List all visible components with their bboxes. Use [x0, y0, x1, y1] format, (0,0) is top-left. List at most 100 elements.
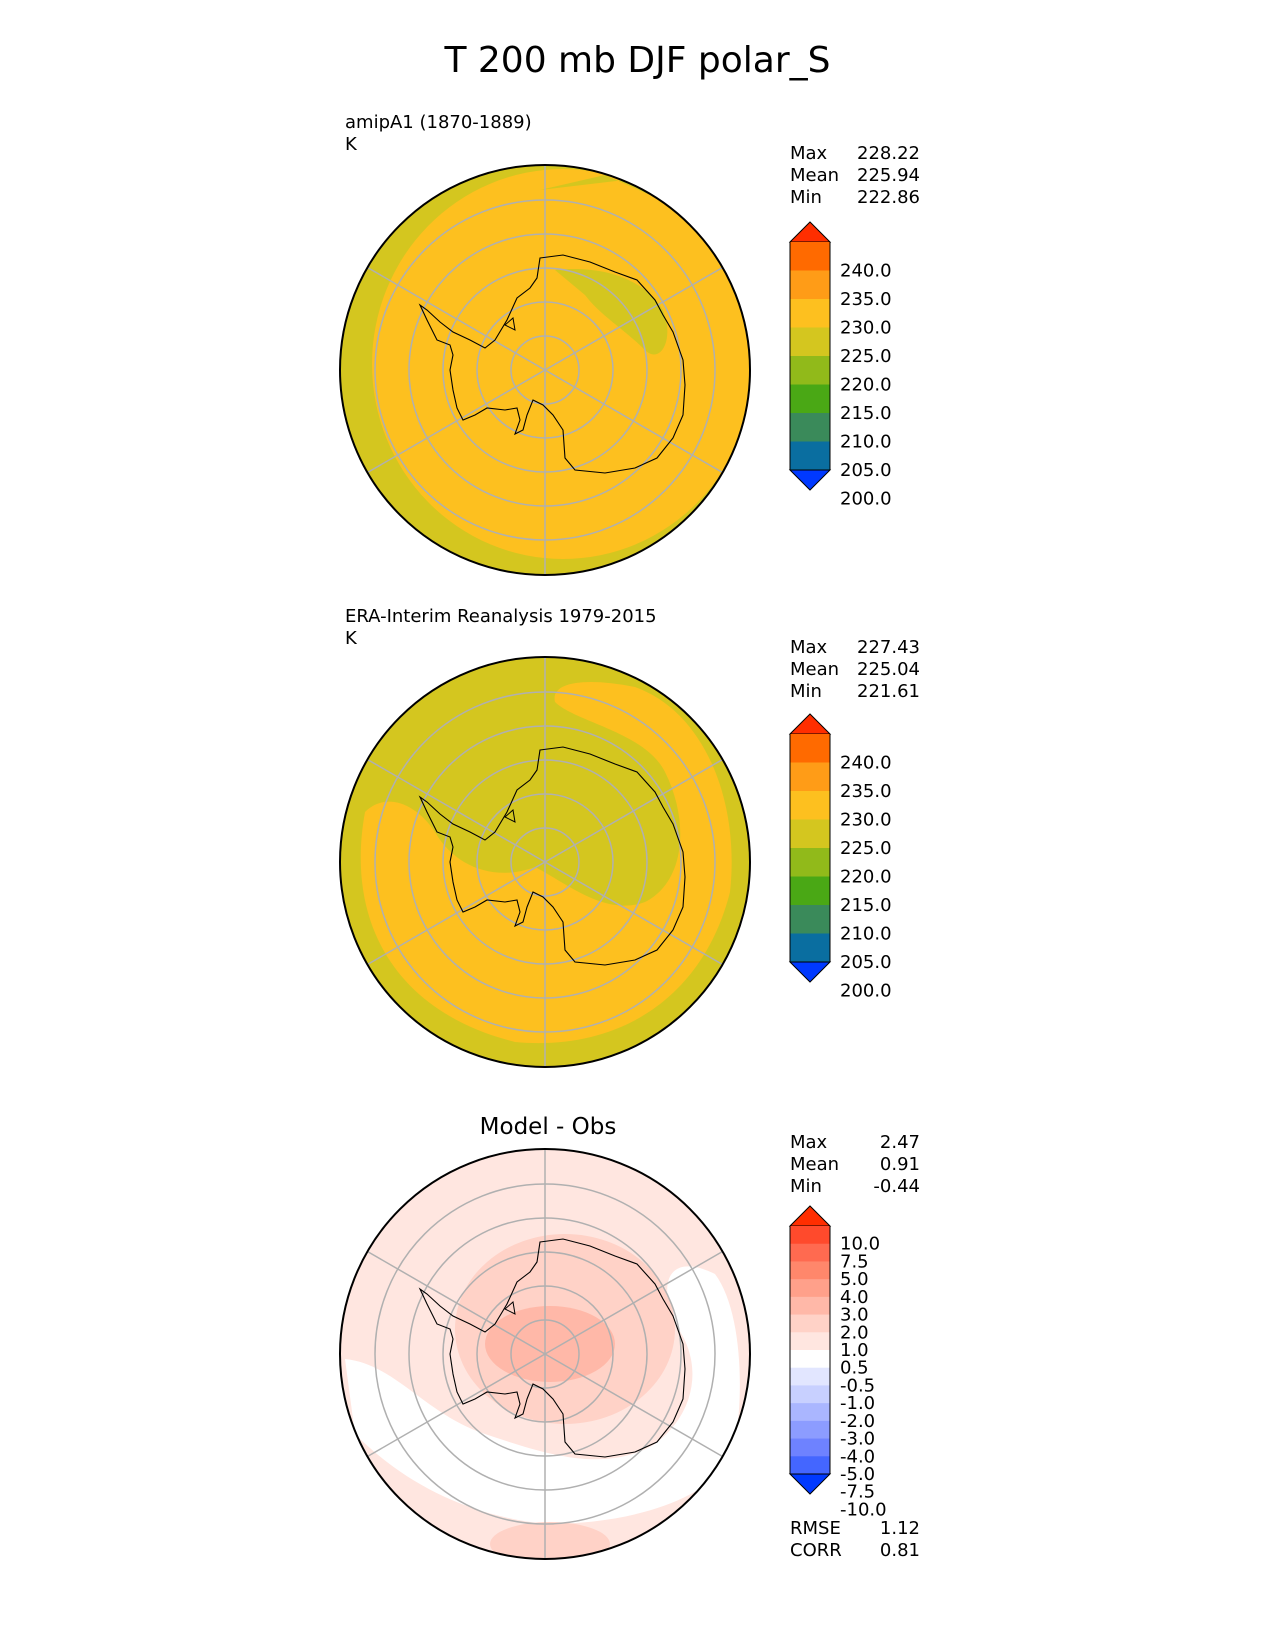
colorbar-max-extend	[788, 1205, 832, 1227]
stat-min-value: 221.61	[857, 681, 920, 702]
field-near-zero-band	[345, 1266, 740, 1524]
colorbar-max-extend	[788, 221, 832, 243]
colorbar-tick-label: 200.0	[840, 489, 892, 510]
stat-mean-label: Mean	[790, 165, 840, 186]
colorbar-tick-label: 10.0	[840, 1234, 880, 1255]
colorbar-tick-label: 210.0	[840, 924, 892, 945]
colorbar-tick-label: 225.0	[840, 346, 892, 367]
colorbar-tick-label: 230.0	[840, 318, 892, 339]
meridian-line	[367, 1353, 546, 1458]
colorbar-segment	[790, 791, 830, 820]
meridian-line	[544, 1250, 723, 1355]
colorbar-tick-label: 215.0	[840, 403, 892, 424]
colorbar-tick-label: -1.0	[840, 1393, 875, 1414]
stats-box: Max 228.22 Mean 225.94 Min 222.86	[790, 143, 920, 209]
colorbar: 10.07.55.04.03.02.01.00.5-0.5-1.0-2.0-3.…	[788, 1205, 887, 1520]
map-obs	[339, 656, 751, 1068]
field-pole-center	[485, 1306, 615, 1382]
colorbar-segment	[790, 1332, 830, 1351]
stats-box: Max 2.47 Mean 0.91 Min -0.44	[790, 1132, 920, 1198]
island-outline	[504, 1301, 516, 1315]
colorbar-tick-label: -0.5	[840, 1375, 875, 1396]
map-boundary	[339, 164, 751, 576]
colorbar-tick-label: -2.0	[840, 1411, 875, 1432]
colorbar-tick-label: 0.5	[840, 1358, 869, 1379]
stat-mean-value: 225.04	[857, 659, 920, 680]
island-outline	[504, 317, 516, 331]
antarctica-coastline	[418, 1238, 686, 1458]
colorbar-tick-label: 230.0	[840, 810, 892, 831]
colorbar-segment	[790, 1243, 830, 1262]
colorbar-tick-label: 2.0	[840, 1322, 869, 1343]
colorbar-tick-label: 240.0	[840, 753, 892, 774]
colorbar-tick-label: -4.0	[840, 1446, 875, 1467]
field-plateau-region	[555, 269, 668, 355]
colorbar: 240.0 235.0 230.0 225.0 220.0 215.0 210.0 205.0…	[788, 713, 892, 1002]
colorbar-tick-label: -7.5	[840, 1482, 875, 1503]
colorbar-segment	[790, 242, 830, 271]
colorbar-segment	[790, 1385, 830, 1404]
colorbar-tick-label: 215.0	[840, 895, 892, 916]
colorbar-tick-label: 3.0	[840, 1305, 869, 1326]
colorbar-tick-label: 205.0	[840, 460, 892, 481]
rmse-value: 1.12	[879, 1518, 920, 1539]
colorbar-tick-label: 205.0	[840, 952, 892, 973]
colorbar-segment	[790, 1367, 830, 1386]
colorbar-tick-label: 210.0	[840, 432, 892, 453]
stat-min-label: Min	[790, 187, 822, 208]
stat-max-value: 227.43	[857, 637, 920, 658]
meridian-line	[544, 1353, 723, 1458]
colorbar-segment	[790, 356, 830, 385]
colorbar-min-extend	[788, 1473, 832, 1495]
antarctica-coastline	[418, 746, 686, 966]
colorbar-segment	[790, 905, 830, 934]
stat-min-value: -0.44	[873, 1176, 920, 1197]
stat-mean-label: Mean	[790, 659, 840, 680]
colorbar-tick-label: 240.0	[840, 261, 892, 282]
colorbar-tick-label: 235.0	[840, 289, 892, 310]
colorbar-tick-label: 220.0	[840, 375, 892, 396]
stat-max-value: 228.22	[857, 143, 920, 164]
colorbar-segment	[790, 299, 830, 328]
colorbar-segment	[790, 819, 830, 849]
field-main-region	[360, 682, 732, 1044]
stat-min-label: Min	[790, 1176, 822, 1197]
colorbar-tick-label: 7.5	[840, 1251, 869, 1272]
colorbar-segment	[790, 327, 830, 357]
rmse-label: RMSE	[790, 1518, 841, 1539]
colorbar-tick-label: 235.0	[840, 781, 892, 802]
stat-mean-value: 0.91	[879, 1154, 920, 1175]
colorbar-outline	[789, 242, 831, 470]
stat-min-value: 222.86	[857, 187, 920, 208]
stat-max-label: Max	[790, 143, 828, 164]
map-boundary	[339, 1148, 751, 1560]
colorbar-segment	[790, 441, 830, 471]
colorbar-segment	[790, 1261, 830, 1280]
colorbar-segment	[790, 933, 830, 963]
panel-title: ERA-Interim Reanalysis 1979-2015	[345, 606, 657, 627]
colorbar-segment	[790, 1314, 830, 1333]
meridian-line	[367, 861, 546, 966]
colorbar-segment	[790, 1420, 830, 1440]
meridian-line	[367, 266, 546, 371]
colorbar-segment	[790, 1403, 830, 1422]
corr-label: CORR	[790, 1540, 842, 1561]
stat-mean-value: 225.94	[857, 165, 920, 186]
colorbar-tick-label: 225.0	[840, 838, 892, 859]
colorbar-segment	[790, 734, 830, 763]
meridian-line	[367, 758, 546, 863]
stat-max-label: Max	[790, 1132, 828, 1153]
colorbar-tick-label: 1.0	[840, 1340, 869, 1361]
stats-box: Max 227.43 Mean 225.04 Min 221.61	[790, 637, 920, 703]
panel-title: Model - Obs	[479, 1114, 617, 1140]
map-boundary	[339, 656, 751, 1068]
map-diff	[339, 1148, 751, 1560]
colorbar-tick-label: 220.0	[840, 867, 892, 888]
stat-mean-label: Mean	[790, 1154, 840, 1175]
page-title: T 200 mb DJF polar_S	[444, 40, 831, 81]
colorbar-max-extend	[788, 713, 832, 735]
colorbar-segment	[790, 384, 830, 414]
colorbar-tick-label: 4.0	[840, 1287, 869, 1308]
colorbar-tick-label: 5.0	[840, 1269, 869, 1290]
